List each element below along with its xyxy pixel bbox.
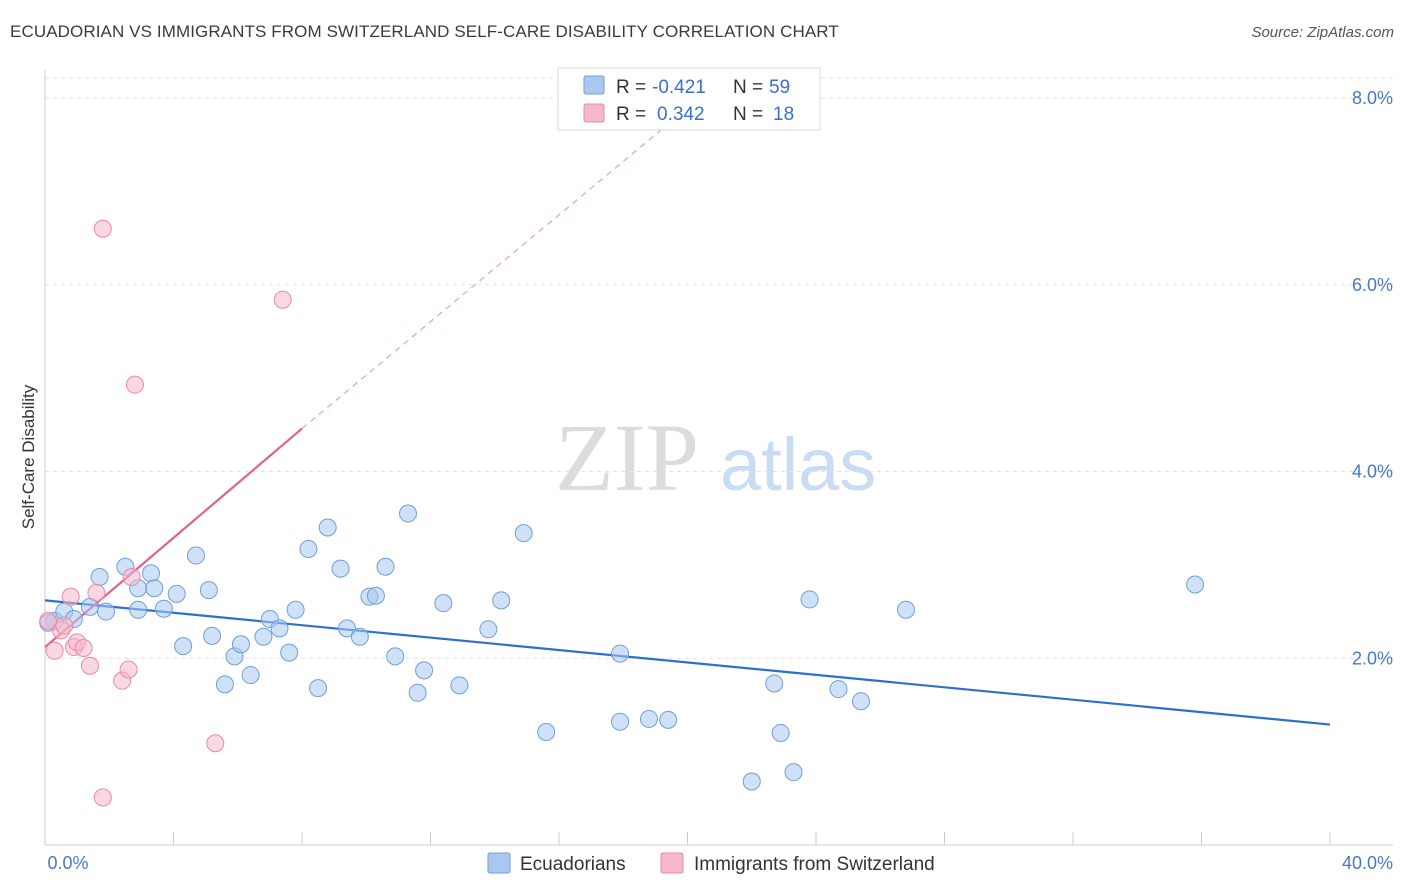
point-ecuadorians-16: [203, 626, 222, 645]
point-ecuadorians-44: [537, 723, 556, 742]
point-switzerland-15: [206, 734, 225, 753]
point-ecuadorians-31: [350, 627, 369, 646]
point-ecuadorians-24: [280, 643, 299, 662]
point-ecuadorians-39: [434, 594, 453, 613]
point-switzerland-10: [93, 219, 112, 238]
grid-lines: [45, 77, 1393, 659]
legend-r-value-1: 0.342: [657, 104, 705, 125]
point-ecuadorians-5: [97, 602, 116, 621]
y-tick-label-3: 8.0%: [1352, 88, 1393, 108]
source-credit: Source: ZipAtlas.com: [1251, 24, 1394, 41]
point-ecuadorians-19: [231, 635, 250, 654]
legend-r-label-1: R =: [616, 104, 646, 125]
legend: R = -0.421 N = 59 R = 0.342 N = 18: [557, 67, 821, 131]
point-ecuadorians-42: [492, 591, 511, 610]
x-tick-label-min: 0.0%: [47, 853, 88, 873]
x-ticks: [44, 832, 1331, 845]
point-ecuadorians-48: [659, 710, 678, 729]
point-switzerland-16: [273, 290, 292, 309]
point-ecuadorians-50: [765, 674, 784, 693]
legend-n-label-0: N =: [733, 77, 763, 98]
bottom-legend-label-switzerland: Immigrants from Switzerland: [694, 854, 935, 875]
point-switzerland-6: [74, 638, 93, 657]
point-ecuadorians-7: [129, 600, 148, 619]
point-switzerland-7: [80, 656, 99, 675]
point-ecuadorians-34: [376, 557, 395, 576]
point-ecuadorians-10: [145, 579, 164, 598]
y-tick-label-1: 4.0%: [1352, 462, 1393, 482]
point-ecuadorians-26: [299, 540, 318, 559]
legend-n-value-0: 59: [769, 77, 790, 98]
y-tick-label-2: 6.0%: [1352, 275, 1393, 295]
point-ecuadorians-53: [800, 590, 819, 609]
point-ecuadorians-49: [742, 772, 761, 791]
chart-title: ECUADORIAN VS IMMIGRANTS FROM SWITZERLAN…: [10, 22, 839, 41]
point-ecuadorians-36: [399, 504, 418, 523]
watermark-zip: ZIP: [555, 404, 699, 511]
point-switzerland-3: [61, 587, 80, 606]
data-points: [39, 219, 1205, 807]
point-ecuadorians-38: [415, 661, 434, 680]
point-ecuadorians-23: [270, 619, 289, 638]
bottom-legend-swatch-switzerland: [660, 852, 684, 874]
y-tick-labels: 2.0% 4.0% 6.0% 8.0%: [1352, 88, 1393, 668]
point-ecuadorians-46: [611, 712, 630, 731]
point-ecuadorians-17: [215, 675, 234, 694]
point-ecuadorians-13: [174, 637, 193, 656]
point-switzerland-8: [87, 583, 106, 602]
point-switzerland-12: [119, 660, 138, 679]
point-ecuadorians-52: [784, 763, 803, 782]
point-ecuadorians-28: [318, 518, 337, 537]
bottom-legend-label-ecuadorians: Ecuadorians: [520, 854, 626, 875]
point-ecuadorians-55: [851, 692, 870, 711]
point-ecuadorians-14: [186, 546, 205, 565]
point-ecuadorians-12: [167, 584, 186, 603]
legend-swatch-ecuadorians: [583, 75, 605, 95]
point-ecuadorians-25: [286, 600, 305, 619]
point-switzerland-13: [122, 568, 141, 587]
point-ecuadorians-47: [639, 709, 658, 728]
legend-swatch-switzerland: [583, 103, 605, 123]
trend-line-0: [44, 599, 1331, 726]
point-ecuadorians-51: [771, 723, 790, 742]
point-switzerland-1: [45, 641, 64, 660]
legend-n-label-1: N =: [733, 104, 763, 125]
axes: [44, 70, 1393, 846]
point-switzerland-14: [125, 375, 144, 394]
point-ecuadorians-41: [479, 620, 498, 639]
point-ecuadorians-43: [514, 524, 533, 543]
trend-line-extension-1: [301, 120, 672, 430]
point-ecuadorians-30: [337, 619, 356, 638]
point-ecuadorians-33: [366, 586, 385, 605]
point-ecuadorians-40: [450, 676, 469, 695]
point-ecuadorians-4: [90, 568, 109, 587]
y-tick-label-0: 2.0%: [1352, 648, 1393, 668]
point-switzerland-17: [55, 616, 74, 635]
point-ecuadorians-20: [241, 666, 260, 685]
point-switzerland-9: [93, 788, 112, 807]
legend-r-label-0: R =: [616, 77, 646, 98]
point-ecuadorians-54: [829, 680, 848, 699]
point-ecuadorians-56: [896, 600, 915, 619]
point-ecuadorians-9: [142, 564, 161, 583]
legend-r-value-0: -0.421: [652, 77, 706, 98]
point-ecuadorians-11: [154, 599, 173, 618]
legend-n-value-1: 18: [773, 104, 794, 125]
point-ecuadorians-45: [611, 644, 630, 663]
point-ecuadorians-35: [386, 647, 405, 666]
bottom-legend: Ecuadorians Immigrants from Switzerland: [487, 852, 935, 875]
point-ecuadorians-29: [331, 559, 350, 578]
point-ecuadorians-15: [199, 581, 218, 600]
x-tick-label-max: 40.0%: [1342, 853, 1393, 873]
point-ecuadorians-27: [309, 679, 328, 698]
y-axis-label: Self-Care Disability: [19, 384, 38, 529]
point-ecuadorians-57: [1186, 575, 1205, 594]
point-ecuadorians-21: [254, 627, 273, 646]
point-ecuadorians-37: [408, 683, 427, 702]
watermark-atlas: atlas: [720, 423, 876, 506]
bottom-legend-swatch-ecuadorians: [487, 852, 511, 874]
